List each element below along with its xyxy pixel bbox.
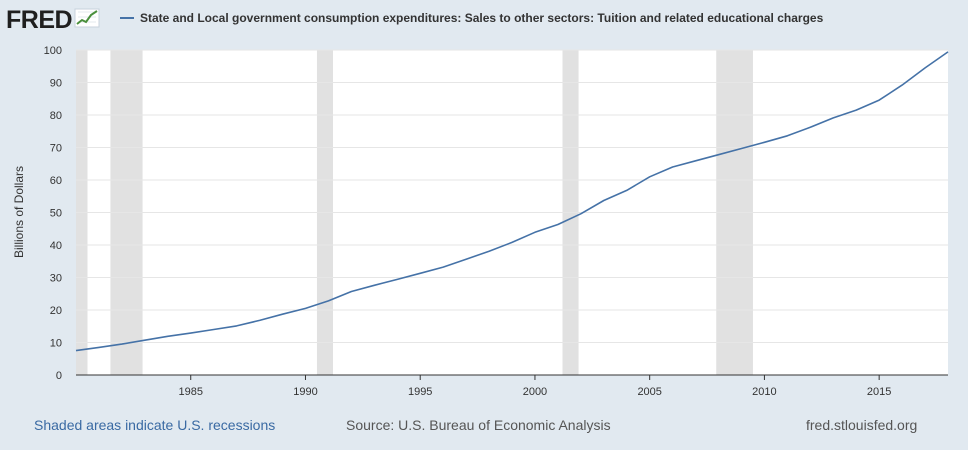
y-tick-label: 40 bbox=[50, 240, 62, 252]
x-tick-label: 2000 bbox=[523, 386, 547, 398]
y-tick-label: 20 bbox=[50, 305, 62, 317]
x-axis-ticks: 1985 1990 1995 2000 2005 2010 2015 bbox=[178, 375, 891, 398]
x-tick-label: 1995 bbox=[408, 386, 432, 398]
recessions-note-link[interactable]: Shaded areas indicate U.S. recessions bbox=[34, 417, 276, 433]
y-tick-label: 50 bbox=[50, 208, 62, 220]
x-tick-label: 2010 bbox=[752, 386, 776, 398]
chart-legend: State and Local government consumption e… bbox=[120, 11, 823, 25]
y-tick-label: 0 bbox=[56, 370, 62, 382]
line-chart: 0 10 20 30 40 50 60 70 80 90 100 1985 1990 1995 2000 2… bbox=[12, 45, 949, 398]
x-tick-label: 1985 bbox=[178, 386, 202, 398]
y-tick-label: 10 bbox=[50, 338, 62, 350]
y-tick-label: 80 bbox=[50, 110, 62, 122]
y-axis-ticks: 0 10 20 30 40 50 60 70 80 90 100 bbox=[44, 45, 62, 382]
legend-label: State and Local government consumption e… bbox=[140, 11, 824, 25]
chart-trend-icon bbox=[74, 8, 100, 33]
series-layer bbox=[75, 51, 949, 352]
y-tick-label: 70 bbox=[50, 143, 62, 155]
y-axis-label: Billions of Dollars bbox=[12, 166, 26, 258]
x-tick-label: 1990 bbox=[293, 386, 317, 398]
logo-text: FRED bbox=[6, 6, 73, 34]
y-tick-label: 100 bbox=[44, 45, 62, 57]
gridlines bbox=[76, 49, 948, 376]
y-tick-label: 90 bbox=[50, 78, 62, 90]
y-tick-label: 60 bbox=[50, 175, 62, 187]
series-line[interactable] bbox=[75, 51, 949, 352]
legend-swatch bbox=[120, 17, 134, 19]
chart-header: FRED State and Local government consumpt… bbox=[0, 0, 968, 40]
site-link[interactable]: fred.stlouisfed.org bbox=[806, 417, 918, 433]
x-tick-label: 2005 bbox=[637, 386, 661, 398]
source-note: Source: U.S. Bureau of Economic Analysis bbox=[346, 417, 611, 433]
y-tick-label: 30 bbox=[50, 273, 62, 285]
fred-logo[interactable]: FRED bbox=[6, 6, 100, 35]
chart-footer: Shaded areas indicate U.S. recessions So… bbox=[0, 414, 968, 436]
x-tick-label: 2015 bbox=[867, 386, 891, 398]
